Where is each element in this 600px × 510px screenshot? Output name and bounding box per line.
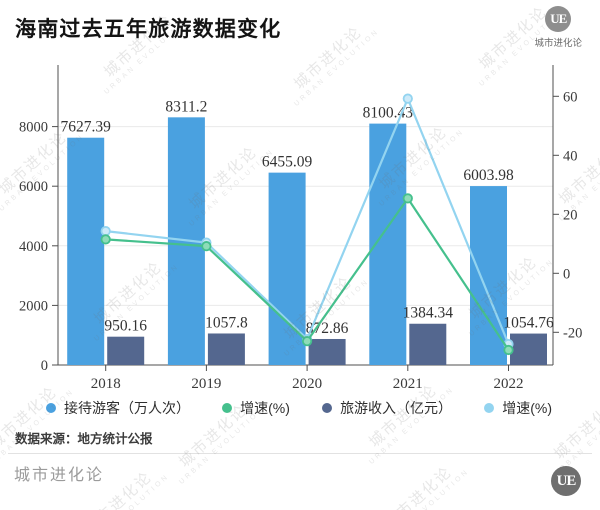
- brand-name-bottom: 城市进化论: [14, 467, 105, 484]
- legend-label: 旅游收入（亿元）: [340, 400, 453, 416]
- left-tick-label: 8000: [19, 120, 48, 136]
- bar-value-label: 6455.09: [262, 154, 313, 171]
- data-point: [100, 226, 111, 237]
- legend-label: 增速(%): [502, 400, 552, 416]
- bar-value-label: 8311.2: [165, 98, 207, 115]
- x-tick-label: 2018: [91, 376, 121, 392]
- data-point: [201, 241, 212, 252]
- legend-item: 增速(%): [222, 398, 290, 418]
- bar-value-label: 950.16: [104, 318, 147, 335]
- x-tick-label: 2020: [292, 376, 322, 392]
- ue-logo-text: UE: [550, 11, 567, 26]
- data-point: [402, 93, 413, 104]
- bar-value-label: 7627.39: [61, 119, 112, 136]
- right-tick-label: 0: [563, 266, 570, 282]
- bar-value-label: 1054.76: [503, 315, 554, 332]
- right-tick-label: -20: [563, 325, 582, 341]
- x-tick-label: 2019: [191, 376, 221, 392]
- legend-dot-icon: [322, 403, 333, 413]
- ue-logo-bottom-text: UE: [556, 472, 577, 489]
- x-tick-label: 2022: [494, 376, 524, 392]
- bar: [510, 333, 547, 365]
- legend: 接待游客（万人次） 增速(%) 旅游收入（亿元） 增速(%): [46, 398, 552, 418]
- bar-value-label: 1384.34: [403, 305, 454, 322]
- right-tick-label: 60: [563, 89, 578, 105]
- right-tick-label: 40: [563, 148, 578, 164]
- brand-caption: 城市进化论: [534, 38, 582, 49]
- page-title: 海南过去五年旅游数据变化: [15, 17, 282, 41]
- legend-dot-icon: [484, 403, 495, 413]
- right-tick-label: 20: [563, 207, 578, 223]
- left-tick-label: 6000: [19, 179, 48, 195]
- left-tick-label: 2000: [19, 298, 48, 314]
- left-tick-label: 0: [41, 358, 48, 374]
- data-point: [100, 234, 111, 245]
- legend-item: 增速(%): [484, 398, 552, 418]
- bar: [470, 186, 507, 365]
- bar: [308, 338, 346, 365]
- x-tick-label: 2021: [393, 376, 423, 392]
- legend-dot-icon: [222, 403, 233, 413]
- legend-item: 旅游收入（亿元）: [322, 398, 452, 418]
- bar: [409, 323, 447, 365]
- bar: [268, 172, 306, 365]
- bar-value-label: 8100.43: [363, 105, 414, 122]
- bar-value-label: 1057.8: [205, 314, 248, 331]
- bar: [207, 333, 245, 365]
- legend-dot-icon: [46, 403, 56, 413]
- ue-logo-bottom: UE: [551, 466, 581, 496]
- left-tick-label: 4000: [19, 239, 48, 255]
- bar: [67, 137, 105, 365]
- bar-value-label: 6003.98: [463, 167, 514, 184]
- legend-item: 接待游客（万人次）: [46, 398, 190, 418]
- data-point: [402, 193, 413, 204]
- bar-value-label: 872.86: [306, 320, 349, 337]
- legend-label: 接待游客（万人次）: [64, 400, 190, 416]
- ue-logo-icon: UE: [545, 6, 572, 32]
- brand-logo-top: UE 城市进化论: [534, 6, 582, 49]
- divider: [8, 453, 592, 454]
- data-point: [301, 336, 313, 347]
- legend-label: 增速(%): [240, 400, 290, 416]
- data-point: [503, 344, 514, 356]
- data-source: 数据来源：地方统计公报: [15, 432, 153, 446]
- bar: [107, 336, 145, 365]
